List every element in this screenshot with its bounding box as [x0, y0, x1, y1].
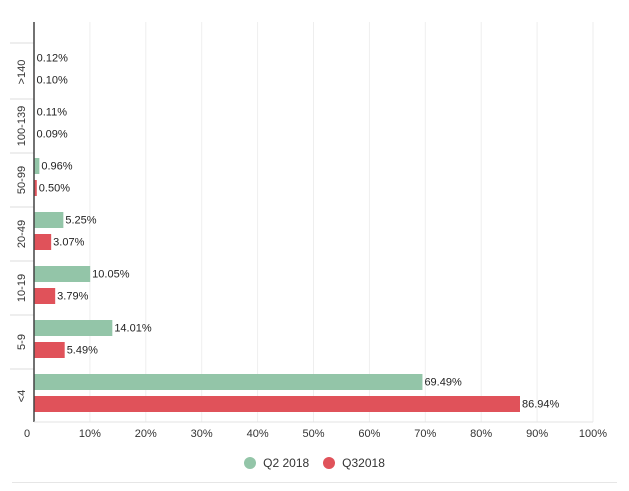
bar-q2-2018	[34, 158, 40, 174]
bar-q3-2018	[34, 180, 37, 196]
data-label-q3-2018: 5.49%	[67, 344, 98, 356]
x-tick-label: 80%	[470, 428, 492, 440]
category-label: 5-9	[16, 334, 28, 350]
category-label: >140	[16, 60, 28, 85]
data-label-q2-2018: 69.49%	[424, 376, 462, 388]
legend-swatch-q2-2018	[244, 457, 257, 469]
legend-item-q2-2018[interactable]: Q2 2018	[244, 456, 309, 470]
x-tick-label: 30%	[191, 428, 213, 440]
data-label-q2-2018: 5.25%	[65, 214, 96, 226]
bar-q3-2018	[34, 396, 520, 412]
x-tick-label: 10%	[79, 428, 101, 440]
x-tick-label: 100%	[579, 428, 607, 440]
legend-label-q3-2018: Q32018	[342, 456, 385, 470]
data-label-q2-2018: 10.05%	[92, 268, 130, 280]
legend-swatch-q3-2018	[323, 457, 336, 469]
data-label-q3-2018: 3.07%	[53, 236, 84, 248]
data-label-q3-2018: 86.94%	[522, 398, 560, 410]
data-label-q3-2018: 0.10%	[37, 74, 68, 86]
category-label: 100-139	[16, 106, 28, 146]
data-label-q2-2018: 0.96%	[41, 160, 72, 172]
x-tick-label: 70%	[414, 428, 436, 440]
x-tick-label: 40%	[247, 428, 269, 440]
bar-q2-2018	[34, 374, 423, 390]
bottom-divider	[12, 482, 617, 483]
data-label-q2-2018: 0.12%	[37, 52, 68, 64]
bar-q2-2018	[34, 266, 91, 282]
data-label-q3-2018: 0.50%	[39, 182, 70, 194]
category-label: 50-99	[16, 166, 28, 194]
data-label-q3-2018: 3.79%	[57, 290, 88, 302]
bar-q2-2018	[34, 212, 64, 228]
x-tick-label: 90%	[526, 428, 548, 440]
legend: Q2 2018 Q32018	[0, 456, 629, 470]
data-label-q2-2018: 14.01%	[114, 322, 152, 334]
category-label: 10-19	[16, 274, 28, 302]
x-tick-label: 60%	[358, 428, 380, 440]
category-label: <4	[16, 390, 28, 403]
x-tick-label: 0	[24, 428, 30, 440]
data-label-q3-2018: 0.09%	[37, 128, 68, 140]
bar-q2-2018	[34, 320, 113, 336]
bar-q3-2018	[34, 288, 56, 304]
x-tick-label: 20%	[135, 428, 157, 440]
category-label: 20-49	[16, 220, 28, 248]
bar-q3-2018	[34, 234, 52, 250]
legend-item-q3-2018[interactable]: Q32018	[323, 456, 385, 470]
x-tick-label: 50%	[302, 428, 324, 440]
legend-label-q2-2018: Q2 2018	[263, 456, 310, 470]
bar-q3-2018	[34, 342, 65, 358]
data-label-q2-2018: 0.11%	[37, 106, 68, 118]
